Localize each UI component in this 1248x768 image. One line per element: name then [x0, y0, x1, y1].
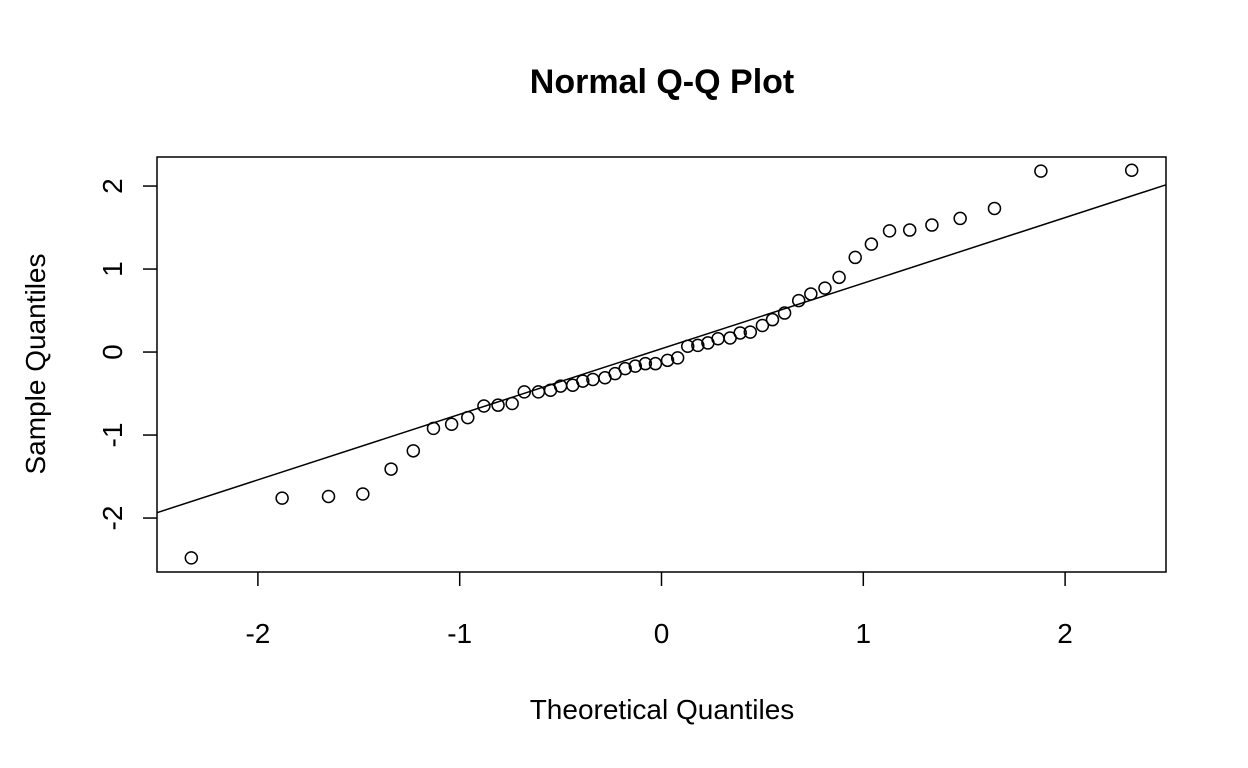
- data-point: [638, 356, 653, 371]
- data-point: [882, 224, 897, 238]
- x-tick-label: 2: [1057, 618, 1073, 649]
- data-point: [406, 444, 421, 458]
- data-point: [576, 374, 590, 388]
- y-tick-label: -1: [97, 423, 128, 448]
- chart-title: Normal Q-Q Plot: [530, 63, 794, 101]
- data-point: [755, 318, 770, 333]
- data-point: [818, 281, 832, 295]
- data-point: [461, 410, 475, 425]
- data-point: [531, 385, 546, 399]
- data-point: [275, 491, 289, 505]
- data-point: [864, 237, 879, 251]
- x-tick-label: -2: [245, 618, 270, 649]
- data-point: [660, 353, 675, 368]
- data-point: [505, 396, 519, 411]
- x-tick-label: -1: [447, 618, 472, 649]
- y-tick-label: 0: [97, 344, 128, 360]
- data-point: [804, 287, 818, 301]
- data-point: [765, 312, 780, 327]
- y-axis: -2 -1 0 1 2: [97, 178, 157, 531]
- data-point: [680, 339, 695, 353]
- data-point: [670, 351, 685, 365]
- x-tick-label: 0: [654, 618, 670, 649]
- y-axis-label: Sample Quantiles: [20, 253, 51, 474]
- data-point: [517, 385, 532, 399]
- data-point: [184, 551, 199, 565]
- data-point: [848, 250, 862, 265]
- data-point: [444, 417, 459, 432]
- x-axis: -2 -1 0 1 2: [245, 572, 1073, 649]
- data-point: [426, 421, 441, 436]
- data-point: [1124, 163, 1139, 178]
- data-point: [321, 489, 336, 504]
- data-point: [618, 361, 632, 376]
- data-point: [691, 338, 705, 353]
- x-tick-label: 1: [856, 618, 872, 649]
- data-point: [356, 487, 370, 501]
- data-point: [902, 223, 917, 237]
- data-point: [733, 326, 747, 340]
- data-point: [628, 359, 643, 373]
- data-point: [1034, 164, 1048, 178]
- data-point: [477, 399, 491, 413]
- reference-line-group: [156, 184, 1167, 514]
- reference-line: [156, 184, 1167, 514]
- y-tick-label: 1: [97, 261, 128, 277]
- data-point: [711, 332, 725, 346]
- data-point: [648, 356, 663, 371]
- data-point: [777, 306, 792, 320]
- data-point: [832, 270, 846, 285]
- data-point: [953, 211, 967, 226]
- data-point: [791, 293, 806, 308]
- data-point: [491, 398, 505, 412]
- y-tick-label: 2: [97, 178, 128, 194]
- data-point: [743, 325, 758, 339]
- data-point: [987, 201, 1002, 216]
- points-group: [184, 163, 1139, 565]
- x-axis-label: Theoretical Quantiles: [530, 694, 795, 725]
- data-point: [925, 218, 939, 232]
- data-point: [384, 462, 398, 476]
- y-tick-label: -2: [97, 506, 128, 531]
